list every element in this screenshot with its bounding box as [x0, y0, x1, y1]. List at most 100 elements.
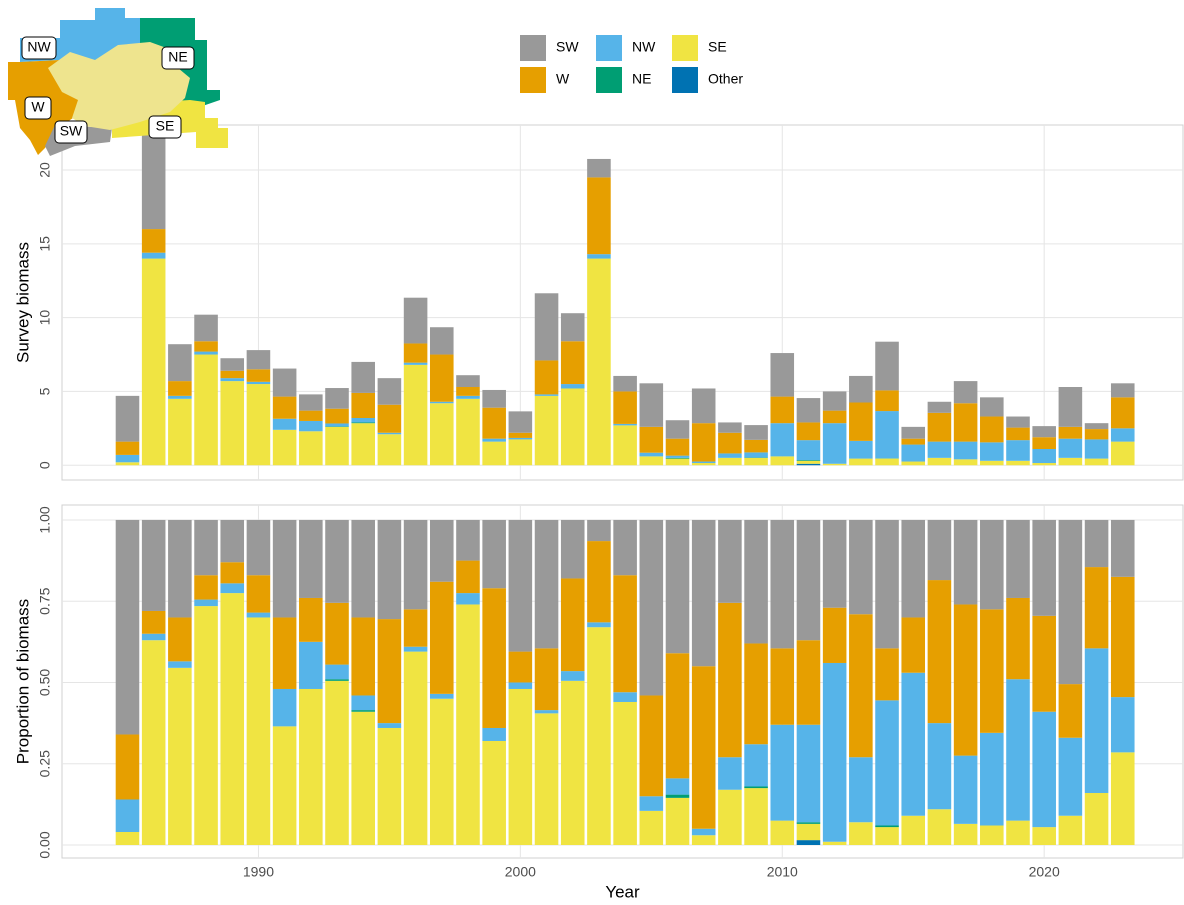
bar-segment [980, 732, 1004, 826]
bar-segment [351, 418, 375, 423]
map-label: NW [27, 39, 51, 55]
plots: 0 5 10 15 20 Survey biomass 0.00 0.25 0.50 0.75 1.… [13, 124, 1184, 901]
map-label-box: W [24, 96, 52, 120]
map-label: SE [156, 118, 175, 134]
bar-segment [168, 667, 192, 845]
bar-segment [665, 458, 690, 466]
bar-segment [272, 368, 297, 397]
bar-segment [901, 444, 926, 462]
bar-segment [508, 411, 533, 433]
bar-segment [665, 653, 690, 779]
bar-segment [665, 778, 690, 795]
bar-segment [115, 799, 140, 832]
bar-segment [220, 593, 245, 845]
bar-segment [1006, 519, 1030, 598]
bar-segment [456, 560, 480, 594]
bar-segment [980, 397, 1004, 417]
bar-segment [534, 360, 559, 395]
bar-segment [168, 381, 192, 396]
bar-segment [1110, 752, 1135, 845]
bar-segment [534, 710, 559, 714]
bar-segment [744, 457, 768, 466]
bar-segment [849, 614, 873, 758]
bar-segment [587, 158, 611, 178]
bar-segment [403, 646, 428, 652]
bar-segment [639, 456, 664, 466]
bar-segment [560, 519, 585, 579]
bar-segment [1084, 519, 1109, 568]
bar-segment [613, 391, 637, 424]
bar-segment [1032, 449, 1056, 464]
bar-segment [508, 437, 533, 440]
bar-segment [770, 820, 795, 845]
bar-segment [429, 581, 454, 694]
y-tick-label: 0.50 [37, 669, 53, 696]
bar-segment [482, 407, 506, 439]
bar-segment [168, 661, 192, 668]
bar-segment [377, 723, 402, 728]
bar-segment [613, 519, 637, 576]
legend-label: W [556, 71, 570, 87]
bar-segment [875, 827, 899, 845]
bar-segment [613, 375, 637, 392]
y-tick-label: 0.25 [37, 750, 53, 777]
bar-segment [796, 460, 821, 461]
bar-segment [246, 381, 271, 385]
bar-segment [299, 394, 323, 411]
bar-segment [220, 583, 245, 594]
bar-segment [1058, 426, 1083, 439]
bar-segment [194, 599, 218, 607]
bar-segment [508, 651, 533, 683]
bar-segment [691, 463, 716, 466]
bar-segment [299, 688, 323, 845]
legend-key [596, 67, 622, 93]
bar-segment [534, 394, 559, 396]
bar-segment [1032, 426, 1056, 438]
bar-segment [508, 682, 533, 689]
bar-segment [770, 423, 795, 457]
bar-segment [691, 461, 716, 464]
bar-segment [272, 418, 297, 430]
map-label: NE [168, 49, 187, 65]
bar-segment [639, 810, 664, 845]
bar-segment [272, 429, 297, 466]
y-axis-title: Proportion of biomass [13, 599, 32, 764]
bar-segment [168, 344, 192, 382]
bar-segment [665, 797, 690, 845]
bar-segment [796, 823, 821, 841]
bar-segment [980, 825, 1004, 845]
bar-segment [325, 664, 349, 680]
bar-segment [1058, 519, 1083, 685]
bar-segment [953, 381, 978, 404]
bar-segment [718, 757, 742, 790]
bar-segment [377, 519, 402, 620]
bar-segment [325, 602, 349, 665]
bar-segment [403, 519, 428, 610]
bar-segment [220, 562, 245, 584]
map-label-box: SE [148, 115, 182, 139]
bar-segment [718, 457, 742, 466]
bar-segment [246, 612, 271, 618]
bar-segment [534, 293, 559, 361]
bar-segment [168, 398, 192, 466]
bar-segment [246, 617, 271, 845]
bar-segment [875, 825, 899, 828]
bar-segment [560, 680, 585, 845]
bar-segment [194, 575, 218, 600]
bar-segment [980, 416, 1004, 443]
bar-segment [194, 606, 218, 845]
bar-segment [246, 519, 271, 576]
bar-segment [875, 341, 899, 391]
bar-segment [1032, 615, 1056, 712]
bar-segment [141, 130, 166, 230]
legend-key [672, 67, 698, 93]
bar-segment [194, 314, 218, 342]
bar-segment [587, 177, 611, 255]
bar-segment [639, 796, 664, 811]
bar-segment [377, 619, 402, 724]
bar-segment [351, 361, 375, 393]
bar-segment [403, 651, 428, 845]
bar-segment [351, 617, 375, 696]
bar-segment [377, 404, 402, 433]
bar-segment [560, 341, 585, 385]
